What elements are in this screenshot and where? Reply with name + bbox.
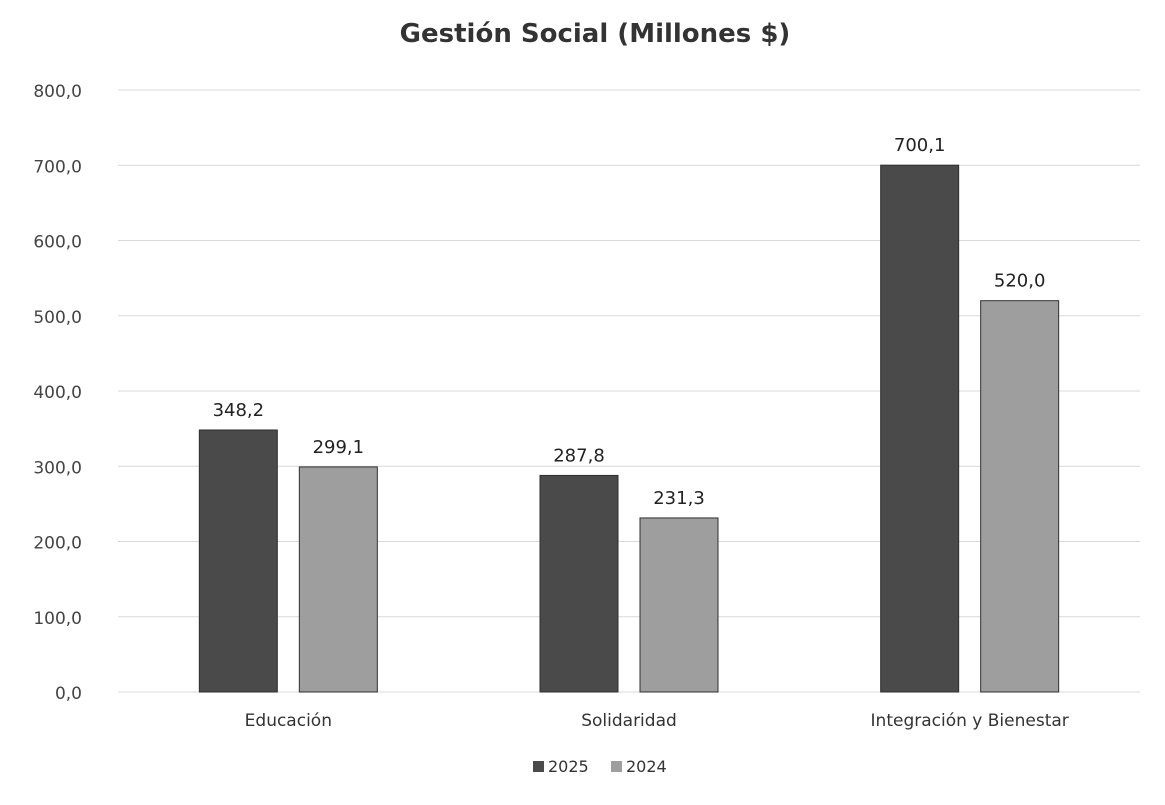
legend-label: 2024 xyxy=(626,757,667,776)
data-label: 700,1 xyxy=(894,135,946,156)
gridlines xyxy=(118,89,1140,693)
y-tick-label: 100,0 xyxy=(33,609,82,629)
x-tick-label: Integración y Bienestar xyxy=(871,711,1069,731)
data-label: 231,3 xyxy=(653,488,705,509)
y-tick-label: 300,0 xyxy=(33,458,82,478)
bar-2024-0 xyxy=(298,466,378,693)
chart-title: Gestión Social (Millones $) xyxy=(400,19,791,49)
y-tick-label: 800,0 xyxy=(33,82,82,102)
legend-swatch-2025 xyxy=(533,761,544,772)
data-label: 299,1 xyxy=(313,437,365,458)
y-tick-label: 500,0 xyxy=(33,308,82,328)
data-labels: 348,2 299,1 287,8 231,3 700,1 520,0 xyxy=(213,135,1046,509)
bar-2024-1 xyxy=(639,517,719,693)
legend-swatch-2024 xyxy=(611,761,622,772)
y-tick-label: 700,0 xyxy=(33,157,82,177)
bar-2025-1 xyxy=(539,474,619,693)
bar-2025-2 xyxy=(880,164,960,693)
x-tick-label: Solidaridad xyxy=(581,711,677,731)
legend-label: 2025 xyxy=(548,757,589,776)
y-tick-label: 600,0 xyxy=(33,233,82,253)
y-tick-label: 400,0 xyxy=(33,383,82,403)
x-axis-tick-labels: Educación Solidaridad Integración y Bienes… xyxy=(245,711,1069,731)
y-tick-label: 0,0 xyxy=(55,684,82,704)
y-tick-label: 200,0 xyxy=(33,534,82,554)
data-label: 348,2 xyxy=(213,400,265,421)
y-axis-tick-labels: 0,0 100,0 200,0 300,0 400,0 500,0 600,0 700,0 80… xyxy=(33,82,82,704)
data-label: 287,8 xyxy=(553,445,605,466)
bars xyxy=(198,164,1060,693)
legend: 2025 2024 xyxy=(533,757,667,776)
x-tick-label: Educación xyxy=(245,711,332,731)
bar-2025-0 xyxy=(198,429,278,693)
bar-2024-2 xyxy=(980,300,1060,693)
data-label: 520,0 xyxy=(994,271,1046,292)
